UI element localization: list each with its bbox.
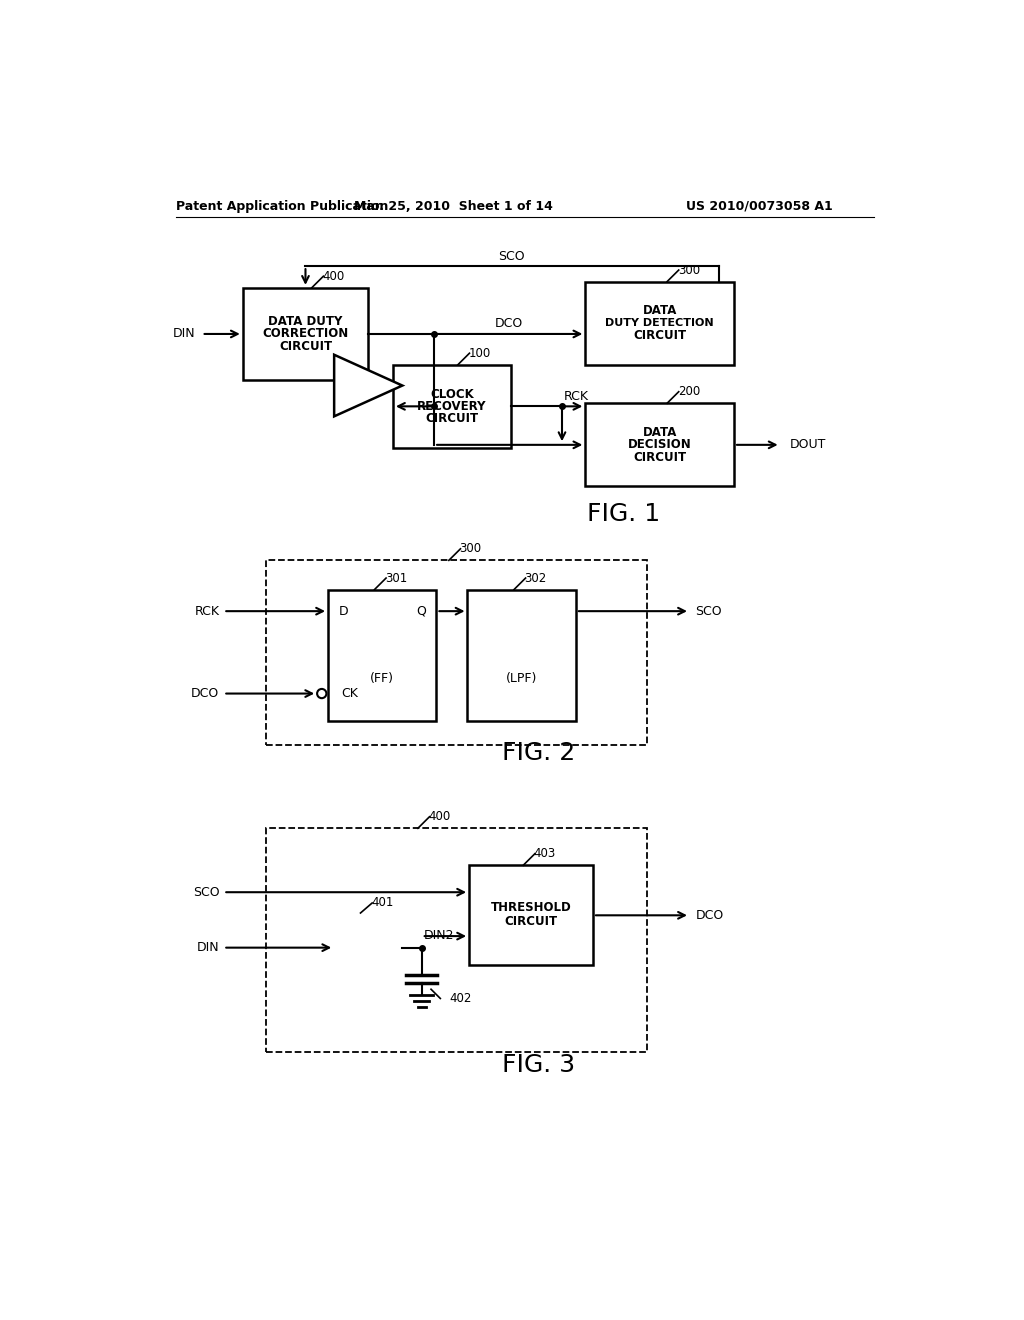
Text: 200: 200 [678, 385, 700, 399]
Text: CLOCK: CLOCK [430, 388, 474, 400]
Bar [469, 866, 593, 965]
Text: 400: 400 [428, 810, 451, 824]
Text: D: D [339, 605, 348, 618]
Text: SCO: SCO [499, 251, 525, 264]
Text: (LPF): (LPF) [506, 672, 538, 685]
Text: CIRCUIT: CIRCUIT [425, 412, 478, 425]
Text: SCO: SCO [695, 605, 722, 618]
Bar [243, 288, 369, 380]
Text: CK: CK [341, 686, 358, 700]
Text: Mar. 25, 2010  Sheet 1 of 14: Mar. 25, 2010 Sheet 1 of 14 [354, 199, 553, 213]
Text: 100: 100 [468, 347, 490, 360]
Text: DCO: DCO [191, 686, 219, 700]
Text: RECOVERY: RECOVERY [417, 400, 486, 413]
Text: RCK: RCK [563, 389, 589, 403]
Text: DIN: DIN [197, 941, 219, 954]
Text: FIG. 2: FIG. 2 [502, 741, 575, 764]
Bar [586, 281, 734, 364]
Text: 300: 300 [460, 543, 481, 556]
Text: US 2010/0073058 A1: US 2010/0073058 A1 [686, 199, 833, 213]
Text: DATA DUTY: DATA DUTY [268, 315, 343, 329]
Text: CORRECTION: CORRECTION [262, 327, 348, 341]
Text: FIG. 1: FIG. 1 [588, 502, 660, 527]
Text: CIRCUIT: CIRCUIT [279, 339, 332, 352]
Text: DUTY DETECTION: DUTY DETECTION [605, 318, 714, 329]
Text: CIRCUIT: CIRCUIT [633, 329, 686, 342]
Text: 401: 401 [371, 896, 393, 909]
Text: (FF): (FF) [371, 672, 394, 685]
Polygon shape [334, 355, 402, 416]
Text: 300: 300 [678, 264, 699, 277]
Text: 301: 301 [385, 572, 408, 585]
Text: DCO: DCO [695, 908, 724, 921]
Text: DOUT: DOUT [790, 438, 826, 451]
Text: RCK: RCK [195, 605, 219, 618]
Text: Patent Application Publication: Patent Application Publication [176, 199, 388, 213]
Bar [266, 561, 647, 744]
Text: DCO: DCO [496, 317, 523, 330]
Text: DIN2: DIN2 [423, 929, 454, 942]
Text: 402: 402 [450, 991, 472, 1005]
Text: THRESHOLD: THRESHOLD [490, 902, 571, 915]
Bar [467, 590, 575, 721]
Bar [328, 590, 436, 721]
Text: CIRCUIT: CIRCUIT [633, 450, 686, 463]
Bar [393, 364, 511, 447]
Text: 302: 302 [524, 572, 547, 585]
Bar [586, 404, 734, 487]
Text: 400: 400 [323, 269, 345, 282]
Text: SCO: SCO [193, 886, 219, 899]
Text: Q: Q [416, 605, 426, 618]
Text: 403: 403 [534, 847, 556, 861]
Text: DECISION: DECISION [628, 438, 691, 451]
Text: DIN: DIN [173, 327, 196, 341]
Bar [266, 829, 647, 1052]
Text: DATA: DATA [642, 305, 677, 317]
Text: FIG. 3: FIG. 3 [502, 1053, 575, 1077]
Text: CIRCUIT: CIRCUIT [505, 915, 557, 928]
Text: DATA: DATA [642, 426, 677, 440]
